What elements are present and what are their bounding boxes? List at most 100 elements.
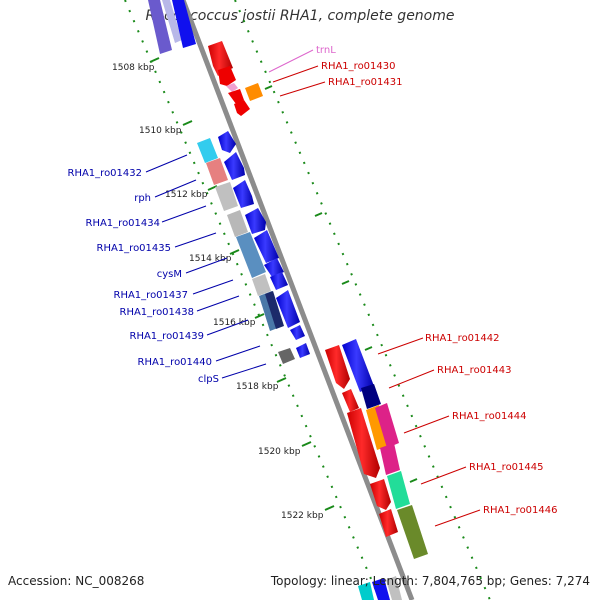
forward-leader-lines (268, 49, 481, 527)
gene-feature[interactable] (342, 339, 374, 392)
genome-summary-text: Topology: linear; Length: 7,804,765 bp; … (270, 574, 590, 588)
leader-line (388, 369, 435, 389)
gene-feature[interactable] (380, 443, 400, 475)
scale-tick-mark (207, 185, 218, 191)
scale-tick-mark (364, 346, 373, 351)
gene-feature[interactable] (375, 403, 399, 448)
leader-line (145, 154, 188, 173)
leader-line (434, 509, 481, 527)
gene-feature[interactable] (397, 505, 428, 559)
scale-tick-mark (314, 212, 323, 217)
gene-feature[interactable] (234, 100, 250, 116)
leader-line (154, 179, 197, 198)
gene-label[interactable]: RHA1_ro01439 (130, 331, 205, 342)
gene-label[interactable]: RHA1_ro01434 (86, 218, 161, 229)
gene-feature[interactable] (197, 138, 218, 163)
reverse-gene-labels: RHA1_ro01432 rph RHA1_ro01434 RHA1_ro014… (68, 168, 220, 385)
gene-label[interactable]: RHA1_ro01430 (321, 61, 396, 72)
gene-feature[interactable] (172, 0, 196, 48)
gene-feature[interactable] (270, 272, 288, 290)
gene-feature[interactable] (236, 232, 266, 278)
leader-line (185, 257, 228, 274)
gene-feature[interactable] (218, 66, 236, 86)
leader-line (377, 337, 424, 355)
scale-tick-mark (276, 377, 287, 383)
forward-gene-labels: trnL RHA1_ro01430 RHA1_ro01431 RHA1_ro01… (316, 45, 558, 516)
gene-feature[interactable] (245, 208, 266, 234)
gene-feature[interactable] (278, 348, 295, 364)
gene-feature[interactable] (265, 291, 284, 329)
scale-tick-label: 1516 kbp (213, 318, 256, 328)
gene-feature[interactable] (361, 384, 381, 409)
scale-tick-mark (182, 120, 193, 126)
gene-label[interactable]: RHA1_ro01443 (437, 365, 512, 376)
chromosome-backbone (180, 0, 415, 600)
gene-feature[interactable] (276, 290, 300, 328)
gene-feature[interactable] (206, 158, 228, 185)
gene-label[interactable]: RHA1_ro01440 (138, 357, 213, 368)
leader-line (174, 232, 217, 248)
leader-line (420, 466, 467, 485)
accession-text: Accession: NC_008268 (8, 574, 145, 588)
gene-feature[interactable] (228, 89, 244, 104)
gene-feature[interactable] (325, 345, 350, 389)
gene-feature[interactable] (233, 180, 254, 208)
scale-tick-mark (324, 505, 335, 511)
gene-label[interactable]: RHA1_ro01431 (328, 77, 403, 88)
scale-ticks: 1508 kbp 1510 kbp 1512 kbp 1514 kbp 1516… (112, 57, 418, 521)
gene-feature[interactable] (379, 509, 398, 537)
gene-label[interactable]: trnL (316, 45, 336, 56)
gene-label[interactable]: RHA1_ro01438 (120, 307, 195, 318)
gene-feature[interactable] (290, 325, 305, 340)
gene-feature[interactable] (386, 576, 402, 600)
gene-feature[interactable] (252, 274, 271, 296)
gene-feature[interactable] (162, 0, 182, 43)
leader-line (272, 65, 319, 83)
bottom-genes (325, 339, 428, 600)
scale-tick-mark (409, 478, 418, 483)
scale-tick-mark (341, 280, 350, 285)
top-gene-features (148, 0, 196, 54)
gene-feature[interactable] (148, 0, 172, 54)
gene-label[interactable]: RHA1_ro01445 (469, 462, 544, 473)
leader-line (279, 81, 326, 97)
gene-label[interactable]: RHA1_ro01437 (114, 290, 189, 301)
gene-label[interactable]: cysM (157, 269, 182, 280)
gene-feature[interactable] (215, 182, 238, 211)
gene-feature[interactable] (358, 582, 374, 600)
gene-feature[interactable] (372, 578, 390, 600)
gene-label[interactable]: RHA1_ro01435 (97, 243, 172, 254)
gene-feature[interactable] (370, 479, 391, 510)
scale-tick-mark (254, 313, 265, 319)
gene-feature[interactable] (347, 408, 380, 478)
leader-line (206, 319, 249, 336)
scale-tick-label: 1520 kbp (258, 447, 301, 457)
leader-line (192, 279, 234, 295)
gene-label[interactable]: rph (134, 193, 151, 204)
gene-feature[interactable] (387, 471, 410, 509)
scale-tick-mark (149, 57, 160, 63)
gene-label[interactable]: RHA1_ro01432 (68, 168, 143, 179)
gene-feature[interactable] (226, 83, 238, 92)
gene-feature[interactable] (245, 83, 263, 101)
leader-line (161, 205, 207, 223)
leader-line (196, 295, 240, 312)
gene-feature[interactable] (264, 258, 284, 277)
leader-line (268, 49, 314, 73)
gene-label[interactable]: clpS (198, 374, 219, 385)
gene-feature[interactable] (224, 152, 245, 180)
forward-top-genes (208, 41, 263, 116)
gene-label[interactable]: RHA1_ro01442 (425, 333, 500, 344)
scale-tick-label: 1514 kbp (189, 254, 232, 264)
gene-feature[interactable] (227, 210, 248, 237)
leader-line (215, 345, 261, 362)
gene-feature[interactable] (254, 230, 279, 263)
leader-line (403, 415, 450, 434)
gene-label[interactable]: RHA1_ro01446 (483, 505, 558, 516)
gene-label[interactable]: RHA1_ro01444 (452, 411, 527, 422)
gene-feature[interactable] (218, 131, 236, 153)
gene-feature[interactable] (342, 389, 359, 412)
gene-feature[interactable] (296, 343, 310, 358)
scale-tick-mark (229, 249, 240, 255)
